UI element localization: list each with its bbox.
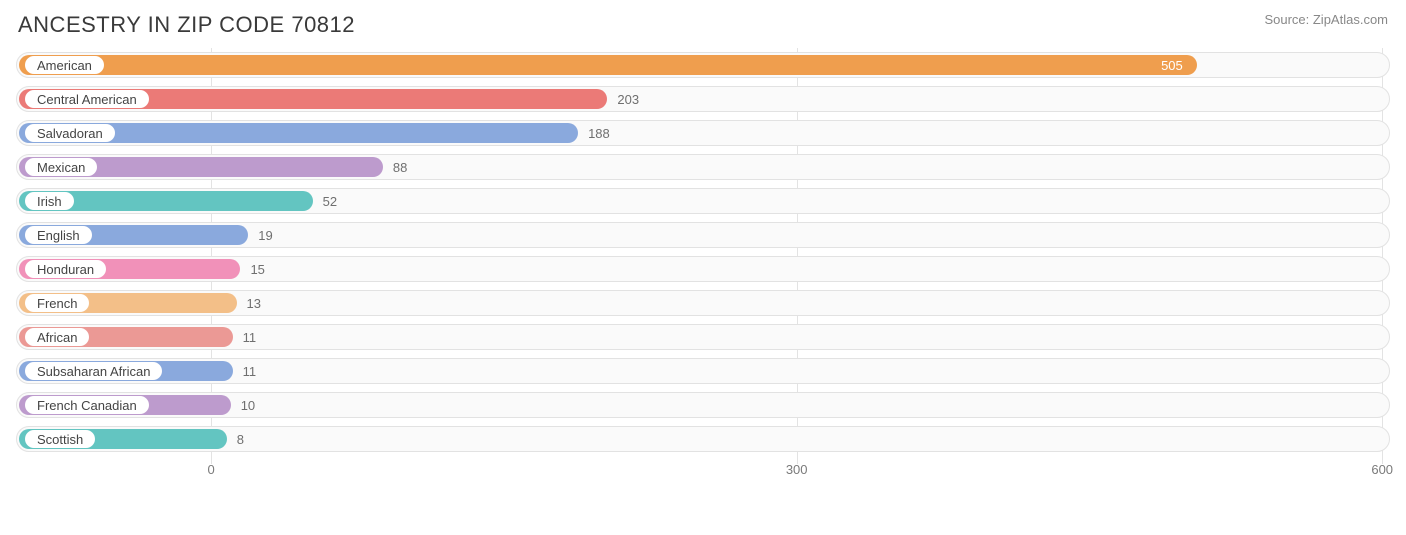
bar-label-pill: African — [24, 327, 90, 347]
bar-row: Mexican 88 — [16, 154, 1390, 180]
bar-value-outside: 19 — [258, 225, 272, 245]
bar-row: Irish 52 — [16, 188, 1390, 214]
bar-label-pill: French — [24, 293, 90, 313]
bar-value-outside: 188 — [588, 123, 610, 143]
bar-row: French 13 — [16, 290, 1390, 316]
bar-row: Salvadoran 188 — [16, 120, 1390, 146]
bar-row: Scottish 8 — [16, 426, 1390, 452]
bar-label-pill: American — [24, 55, 105, 75]
bar-label-pill: Central American — [24, 89, 150, 109]
bar-fill — [19, 55, 1197, 75]
bar-label-pill: Honduran — [24, 259, 107, 279]
bar-label-pill: Irish — [24, 191, 75, 211]
chart-bars: American 505 Central American 203 Salvadoran… — [16, 52, 1390, 452]
bar-value-outside: 11 — [243, 361, 257, 381]
bar-label-pill: English — [24, 225, 93, 245]
chart-title: ANCESTRY IN ZIP CODE 70812 — [18, 12, 355, 38]
bar-row: American 505 — [16, 52, 1390, 78]
bar-row: Honduran 15 — [16, 256, 1390, 282]
bar-value-outside: 10 — [241, 395, 255, 415]
bar-label-pill: Salvadoran — [24, 123, 116, 143]
chart-x-axis: 0 300 600 — [16, 460, 1390, 482]
chart-source: Source: ZipAtlas.com — [1264, 12, 1388, 27]
x-tick-label: 300 — [786, 462, 808, 477]
bar-value-outside: 203 — [617, 89, 639, 109]
bar-label-pill: Subsaharan African — [24, 361, 163, 381]
ancestry-bar-chart: American 505 Central American 203 Salvadoran… — [16, 52, 1390, 482]
bar-value-outside: 15 — [250, 259, 264, 279]
bar-row: French Canadian 10 — [16, 392, 1390, 418]
bar-row: English 19 — [16, 222, 1390, 248]
bar-value-outside: 13 — [247, 293, 261, 313]
bar-value-inside: 505 — [1161, 55, 1183, 75]
bar-value-outside: 8 — [237, 429, 244, 449]
bar-value-outside: 88 — [393, 157, 407, 177]
bar-row: African 11 — [16, 324, 1390, 350]
bar-value-outside: 52 — [323, 191, 337, 211]
bar-row: Central American 203 — [16, 86, 1390, 112]
bar-value-outside: 11 — [243, 327, 257, 347]
bar-label-pill: French Canadian — [24, 395, 150, 415]
bar-label-pill: Mexican — [24, 157, 98, 177]
bar-label-pill: Scottish — [24, 429, 96, 449]
x-tick-label: 0 — [208, 462, 215, 477]
x-tick-label: 600 — [1371, 462, 1393, 477]
bar-row: Subsaharan African 11 — [16, 358, 1390, 384]
chart-header: ANCESTRY IN ZIP CODE 70812 Source: ZipAt… — [16, 12, 1390, 52]
